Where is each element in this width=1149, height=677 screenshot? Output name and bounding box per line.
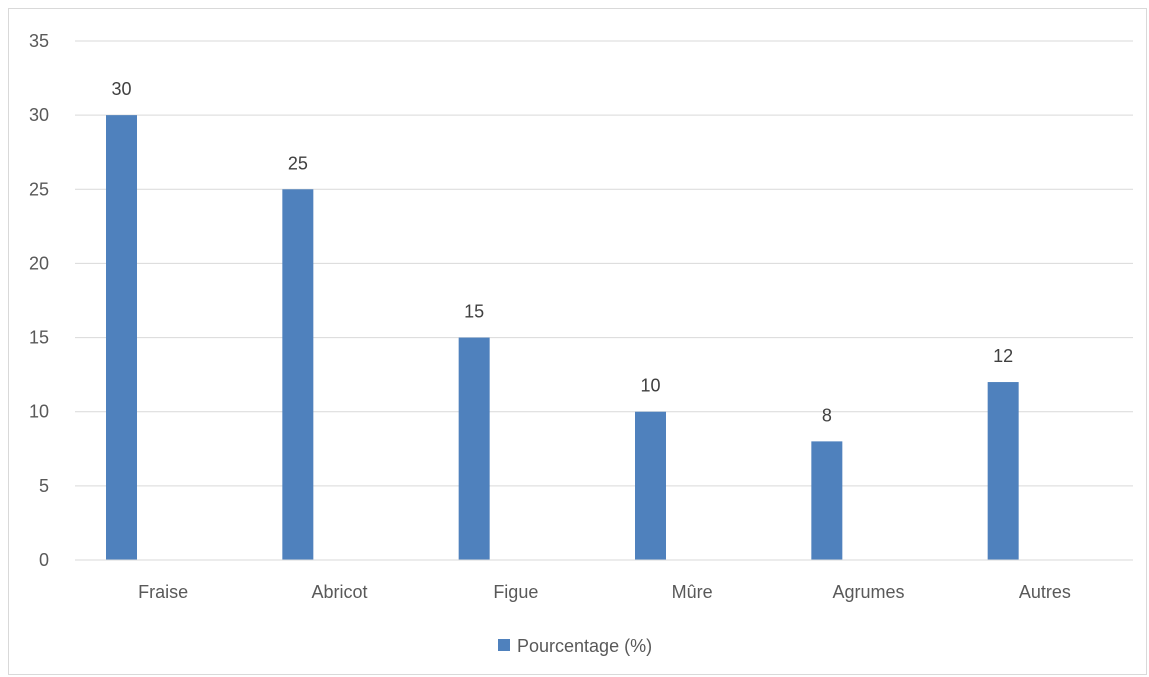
data-label: 8 [822, 405, 832, 425]
y-tick-label: 30 [29, 105, 49, 125]
data-labels: 30 25 15 10 8 12 [111, 79, 1013, 425]
y-tick-label: 5 [39, 476, 49, 496]
gridlines [75, 40, 1133, 561]
data-label: 12 [993, 346, 1013, 366]
x-tick-label: Figue [493, 582, 538, 602]
data-label: 25 [288, 153, 308, 173]
x-tick-label: Agrumes [832, 582, 904, 602]
legend-label: Pourcentage (%) [517, 636, 652, 656]
bar [106, 115, 137, 561]
legend: Pourcentage (%) [498, 636, 652, 656]
bar [811, 441, 843, 560]
y-tick-label: 25 [29, 179, 49, 199]
data-label: 15 [464, 302, 484, 322]
chart-frame [8, 8, 1147, 675]
bar [635, 411, 666, 560]
data-label: 30 [111, 79, 131, 99]
bars [106, 115, 1019, 561]
data-label: 10 [640, 376, 660, 396]
x-tick-label: Fraise [138, 582, 188, 602]
x-tick-label: Abricot [311, 582, 367, 602]
x-axis: Fraise Abricot Figue Mûre Agrumes Autres [75, 559, 1133, 602]
x-tick-label: Mûre [672, 582, 713, 602]
bar [987, 382, 1019, 560]
x-tick-label: Autres [1019, 582, 1071, 602]
y-axis: 0 5 10 15 20 25 30 35 [29, 31, 49, 570]
y-tick-label: 15 [29, 328, 49, 348]
y-tick-label: 0 [39, 550, 49, 570]
legend-swatch [498, 639, 510, 651]
bar [458, 337, 490, 560]
y-tick-label: 35 [29, 31, 49, 51]
bar [282, 189, 314, 561]
y-tick-label: 20 [29, 253, 49, 273]
y-tick-label: 10 [29, 402, 49, 422]
